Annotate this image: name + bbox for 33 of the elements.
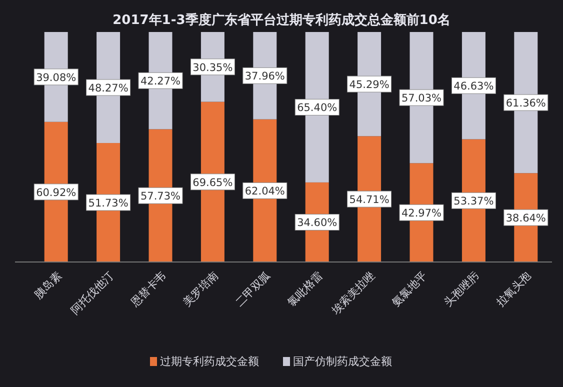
x-tick-label: 埃索美拉唑 [328,268,378,318]
x-tick-label: 头孢唑肟 [442,268,482,310]
x-tick-label: 恩替卡韦 [128,268,169,310]
x-tick-label: 拉氧头孢 [494,268,534,310]
data-label: 62.04% [244,186,285,198]
x-tick-label: 胰岛素 [32,268,64,302]
data-label: 48.27% [88,82,128,95]
data-label: 45.29% [349,79,390,92]
x-tick-label: 美罗培南 [180,268,221,310]
data-label: 65.40% [297,102,338,114]
data-label: 34.60% [297,217,338,230]
data-label: 54.71% [349,194,390,206]
data-label: 42.97% [401,208,442,220]
legend-label: 过期专利药成交金额 [160,355,259,368]
data-label: 37.96% [244,70,285,83]
x-tick-label: 氯吡格雷 [284,268,326,310]
data-label: 42.27% [140,76,181,88]
data-label: 57.73% [140,190,181,203]
data-label: 60.92% [36,186,76,199]
x-tick-label: 阿托伐他汀 [68,268,116,318]
x-tick-label: 氨氯地平 [389,268,430,310]
data-label: 57.03% [401,92,442,105]
data-label: 46.63% [454,80,494,93]
x-tick-label: 二甲双胍 [232,268,274,310]
data-label: 61.36% [506,98,546,110]
legend-label: 国产仿制药成交金额 [293,355,392,368]
data-label: 30.35% [192,62,233,74]
data-label: 53.37% [454,196,494,208]
data-label: 38.64% [506,212,546,225]
chart-title: 2017年1-3季度广东省平台过期专利药成交总金额前10名 [112,12,450,28]
data-label: 69.65% [192,176,233,189]
data-label: 39.08% [36,72,76,84]
data-label: 51.73% [88,198,128,210]
